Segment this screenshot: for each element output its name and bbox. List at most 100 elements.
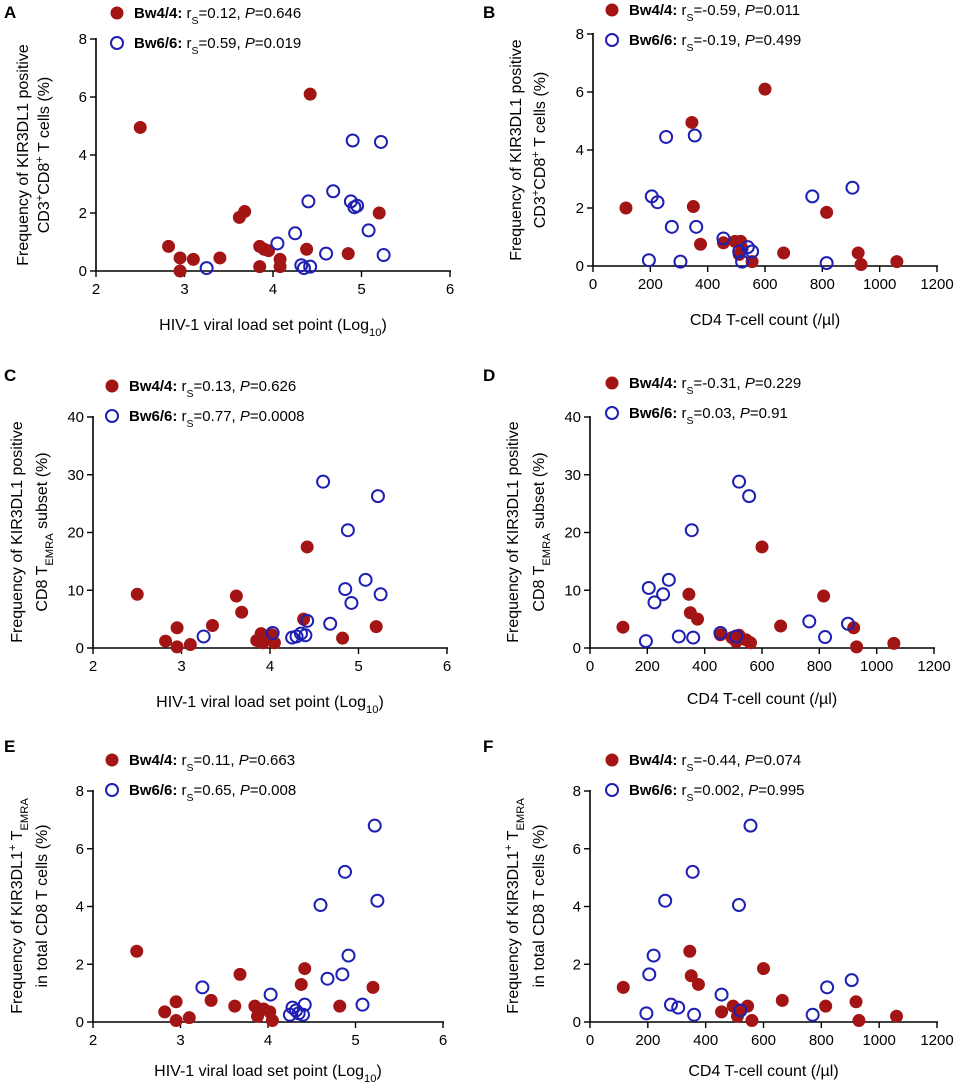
- panel-d-legend-rs-value: =-0.31,: [694, 375, 745, 392]
- panel-c-x-label-part-2: ): [379, 694, 384, 711]
- panel-c-point-bw6: [323, 616, 338, 631]
- panel-d-point-bw4: [691, 612, 704, 626]
- panel-e-y-label-1-part-2: T: [9, 830, 26, 844]
- panel-e-legend-p-value: =0.663: [249, 752, 295, 769]
- panel-c-point-bw4: [170, 640, 184, 654]
- panel-f-legend-marker-bw6: [605, 783, 619, 797]
- panel-b-legend-r: r: [677, 32, 686, 49]
- panel-e-y-label-1-sub-3: EMRA: [19, 798, 31, 831]
- panel-d-x-tick-label: 400: [692, 658, 717, 675]
- panel-f-x-tick-label: 400: [693, 1032, 718, 1049]
- panel-a-point-bw4: [173, 264, 187, 278]
- panel-b-point-bw4: [777, 246, 791, 260]
- panel-b-point-bw6: [740, 240, 755, 255]
- panel-f-point-bw6: [646, 948, 661, 963]
- panel-c-y-tick-label: 10: [67, 582, 84, 599]
- panel-c-x-tick-label: 4: [266, 658, 274, 675]
- panel-f-y-label-1-sub-3: EMRA: [515, 798, 527, 831]
- panel-a-letter: A: [4, 3, 16, 22]
- panel-e-point-bw4: [294, 977, 308, 991]
- panel-b-x-label: CD4 T-cell count (/µl): [690, 312, 840, 329]
- panel-f-point-bw4: [852, 1014, 866, 1028]
- panel-b-y-label-line-2: CD3+CD8+ T cells (%): [530, 72, 549, 229]
- panel-d-point-bw6: [732, 474, 747, 489]
- panel-a-x-tick-label: 2: [92, 281, 100, 298]
- panel-b-x-tick-label: 600: [752, 276, 777, 293]
- panel-c-legend-r: r: [177, 378, 186, 395]
- panel-f-x-tick-label: 0: [586, 1032, 594, 1049]
- panel-b-point-bw4: [820, 205, 834, 219]
- panel-b-point-bw6: [659, 129, 674, 144]
- panel-f-y-tick-label: 4: [573, 899, 581, 916]
- panel-c-point-bw4: [336, 631, 350, 645]
- panel-f-x-tick-label: 200: [635, 1032, 660, 1049]
- panel-e-legend-rs-value: =0.65,: [194, 782, 240, 799]
- panel-e-x-tick-label: 6: [439, 1032, 447, 1049]
- panel-d-x-label: CD4 T-cell count (/µl): [687, 691, 837, 708]
- panel-a-y-tick-label: 2: [79, 205, 87, 222]
- panel-a-point-bw4: [133, 120, 147, 134]
- panel-b-legend-rs-value: =-0.19,: [694, 32, 745, 49]
- panel-a-x-label-part-0: HIV-1 viral load set point (Log: [159, 317, 369, 334]
- panel-b-point-bw4: [686, 200, 700, 214]
- panel-d-legend-p-value: =0.229: [755, 375, 801, 392]
- panel-d-y-tick-label: 20: [564, 525, 581, 542]
- panel-b-point-bw4: [685, 115, 699, 129]
- panel-e-legend-series-name: Bw4/4:: [129, 752, 177, 769]
- panel-a-point-bw6: [303, 259, 318, 274]
- panel-c-y-label-2-part-2: subset (%): [34, 452, 51, 533]
- panel-b-point-bw4: [745, 255, 759, 269]
- panel-b-legend-marker-bw6: [605, 33, 619, 47]
- panel-d-y-tick-label: 30: [564, 467, 581, 484]
- panel-a-y-tick-label: 4: [79, 147, 87, 164]
- panel-c-point-bw6: [373, 587, 388, 602]
- panel-a-legend-r: r: [182, 5, 191, 22]
- panel-b-point-bw4: [851, 246, 865, 260]
- panel-f-point-bw4: [715, 1005, 729, 1019]
- panel-b-point-bw6: [641, 253, 656, 268]
- panel-f-point-bw4: [745, 1014, 759, 1028]
- panel-c-point-bw4: [369, 620, 383, 634]
- panel-a-point-bw6: [376, 248, 391, 263]
- panel-d-point-bw4: [744, 636, 758, 650]
- panel-e-x-label-part-2: ): [377, 1063, 382, 1080]
- panel-e-point-bw6: [341, 948, 356, 963]
- panel-a-point-bw6: [288, 226, 303, 241]
- panel-e-point-bw4: [158, 1005, 172, 1019]
- panel-f-legend-p-value: =0.074: [755, 752, 801, 769]
- panel-a-point-bw6: [319, 246, 334, 261]
- panel-f-point-bw4: [741, 999, 755, 1013]
- panel-b-y-tick-label: 6: [576, 84, 584, 101]
- panel-b-point-bw6: [845, 180, 860, 195]
- panel-e-y-label-1-sup-1: +: [7, 844, 19, 851]
- panel-f-point-bw6: [671, 1000, 686, 1015]
- panel-b-legend-p: P: [745, 2, 755, 19]
- panel-e-point-bw6: [297, 997, 312, 1012]
- panel-b-legend-r: r: [677, 2, 686, 19]
- panel-f-point-bw6: [642, 967, 657, 982]
- panel-b-legend-p-value: =0.499: [755, 32, 801, 49]
- panel-e-y-label-2-text: in total CD8 T cells (%): [34, 824, 51, 987]
- panel-c-point-bw6: [344, 595, 359, 610]
- panel-c-point-bw6: [316, 474, 331, 489]
- panel-f-legend-r-sub: S: [687, 792, 694, 804]
- panel-c-legend-marker-bw4: [105, 379, 119, 393]
- panel-e-y-label-line-2: in total CD8 T cells (%): [34, 824, 51, 987]
- panel-b-point-bw4: [619, 201, 633, 215]
- panel-d-point-bw6: [686, 630, 701, 645]
- panel-b-legend-series-name: Bw6/6:: [629, 32, 677, 49]
- panel-e-legend-p: P: [240, 782, 250, 799]
- panel-b-y-label-2-sup-4: +: [530, 151, 542, 158]
- panel-c-y-tick-label: 0: [76, 640, 84, 657]
- panel-b-point-bw6: [664, 219, 679, 234]
- panel-e-x-label-part-0: HIV-1 viral load set point (Log: [154, 1063, 364, 1080]
- panel-b-legend-series-name: Bw4/4:: [629, 2, 677, 19]
- panel-f-x-tick-label: 1200: [920, 1032, 953, 1049]
- panel-b-y-label-2-part-5: T cells (%): [532, 72, 549, 151]
- panel-c-x-tick-label: 5: [354, 658, 362, 675]
- panel-e-point-bw4: [169, 1014, 183, 1028]
- panel-a-legend-rs-value: =0.12,: [199, 5, 245, 22]
- panel-b-point-bw6: [673, 254, 688, 269]
- panel-c-y-tick-label: 20: [67, 525, 84, 542]
